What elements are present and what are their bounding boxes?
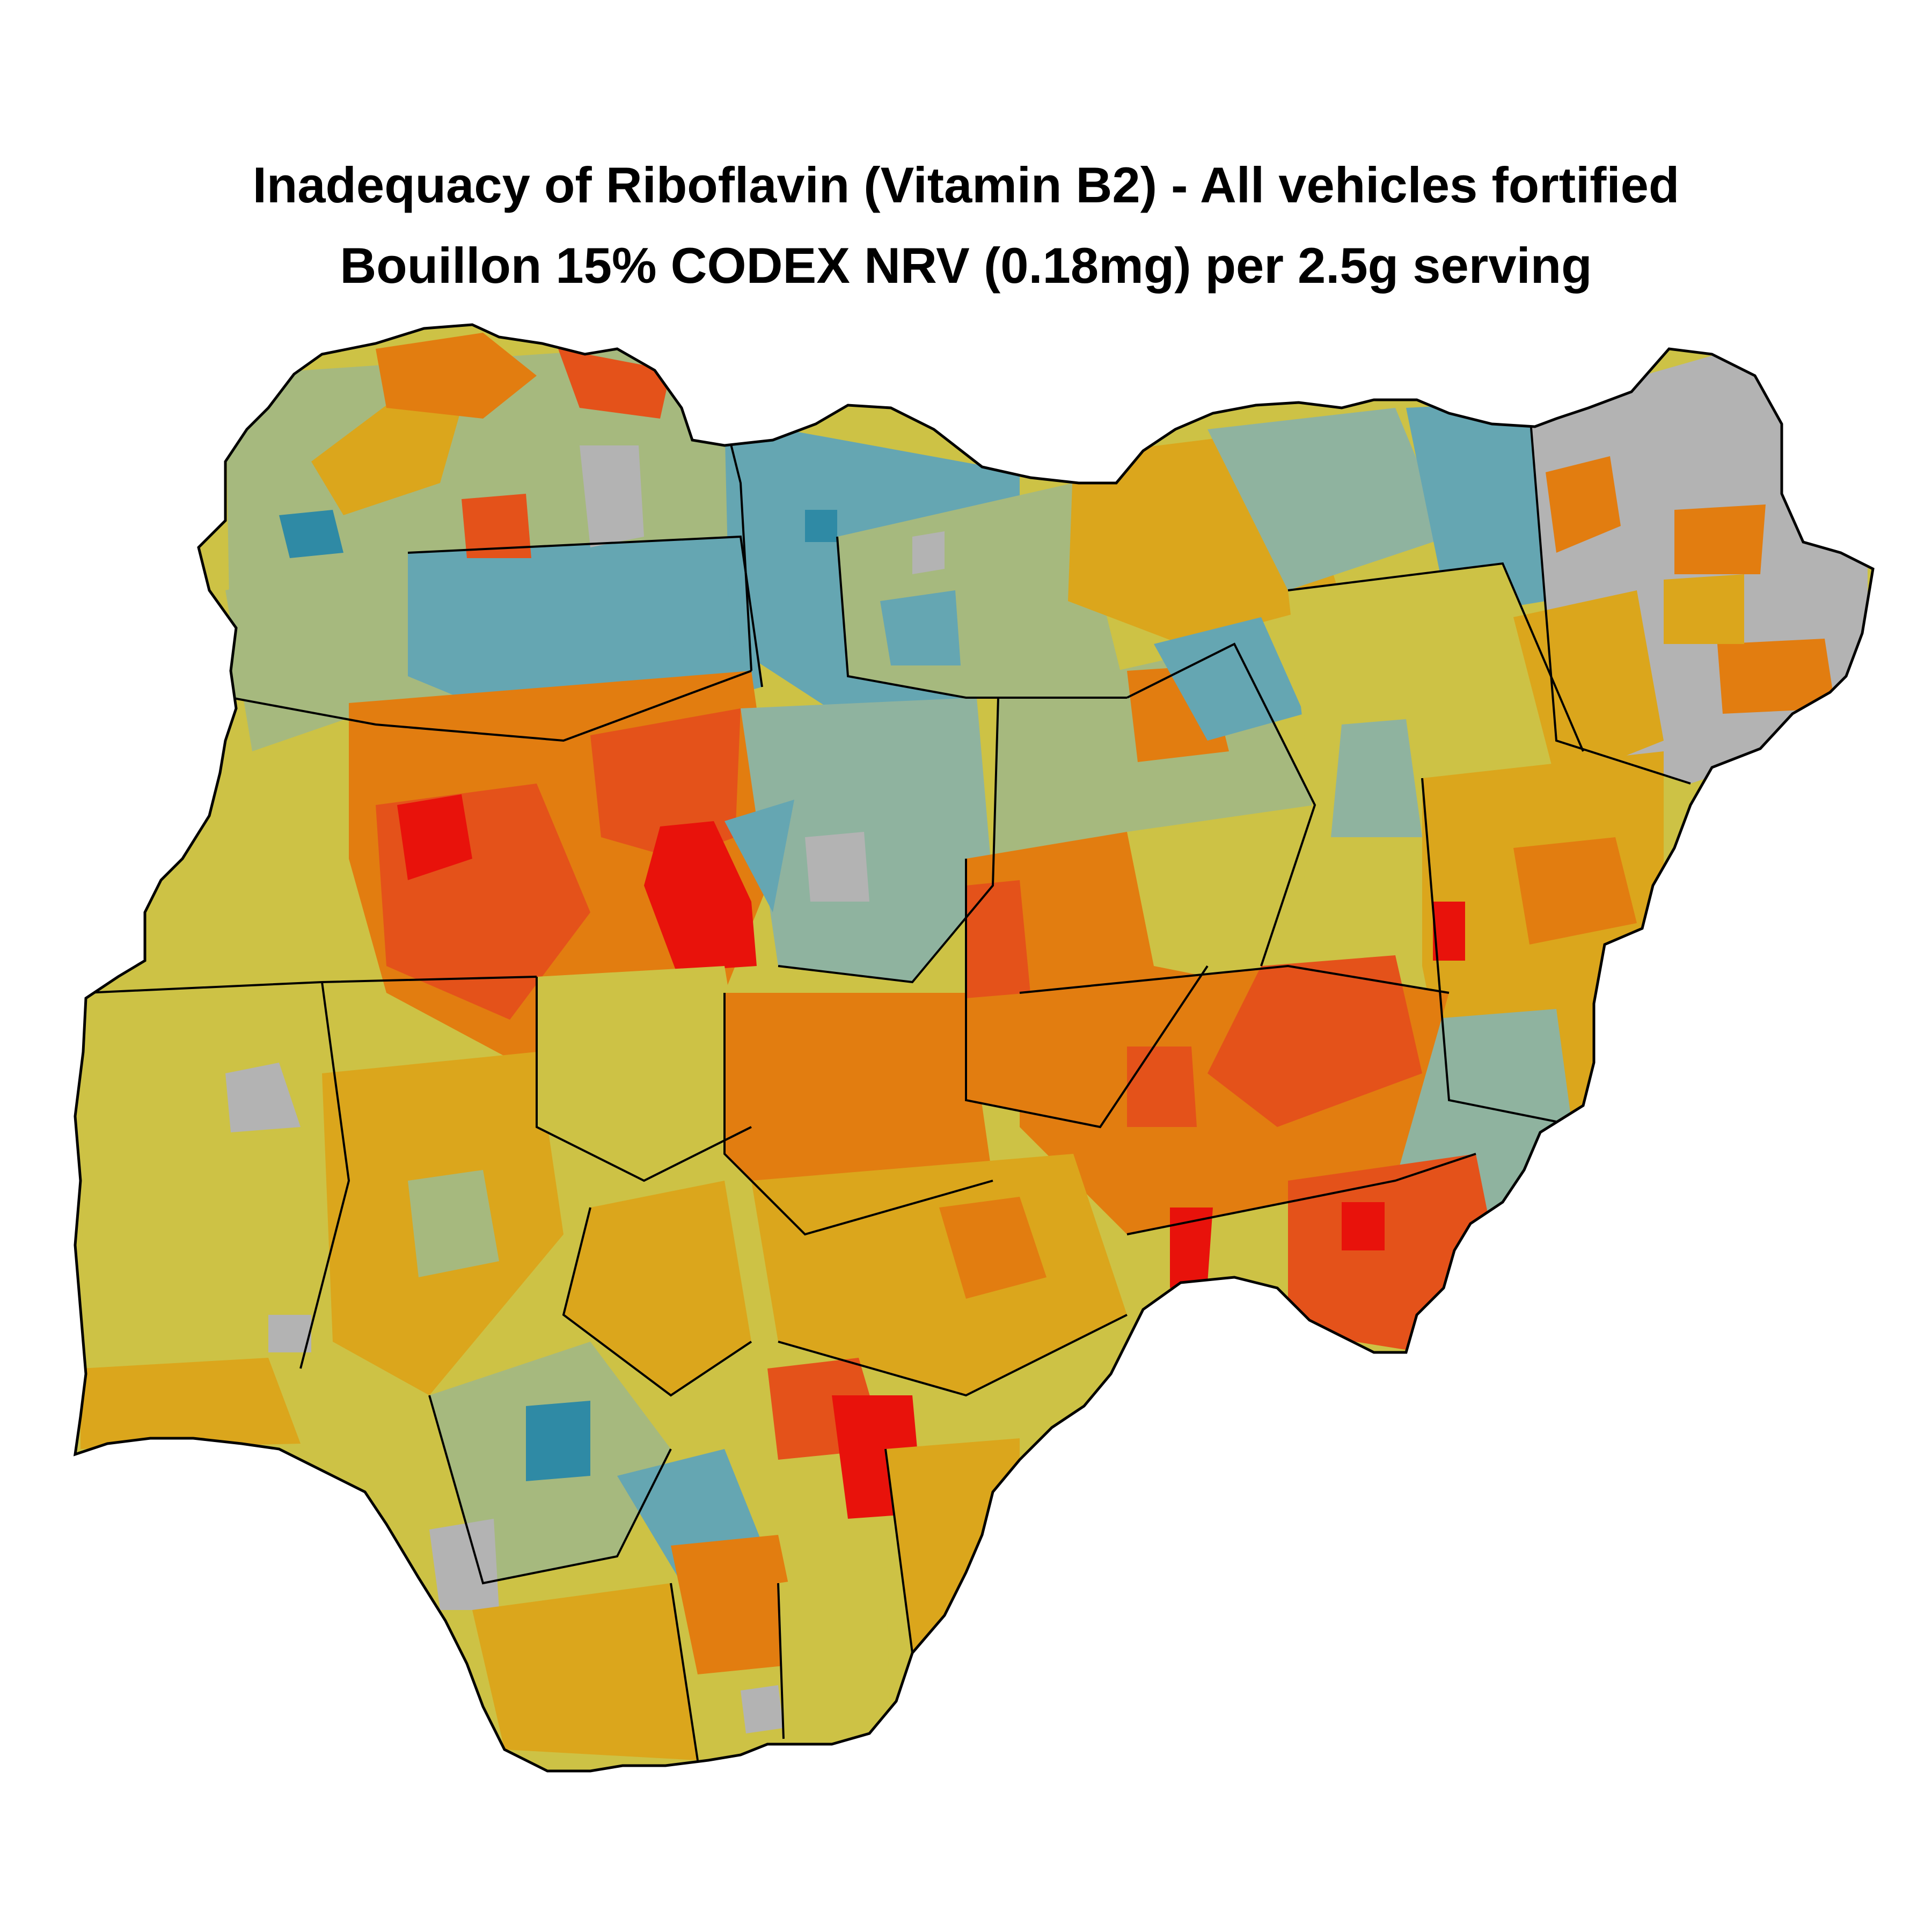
region-nw-blue [279,510,343,558]
region-adamawa-red [1433,902,1465,961]
region-katsina-dark [805,510,837,542]
region-kaduna-west [590,708,741,859]
region-nodata-kano [912,531,945,574]
region-nodata-sw-2 [268,1315,311,1352]
map-title-block: Inadequacy of Riboflavin (Vitamin B2) - … [0,145,1932,306]
boundary-17 [778,1314,1128,1397]
region-taraba-red-2 [1170,1208,1213,1288]
region-kaduna [741,698,993,982]
map-title: Inadequacy of Riboflavin (Vitamin B2) - … [252,157,1680,213]
region-kwara [537,966,751,1181]
region-niger-red [397,794,472,880]
region-kebbi [225,547,408,751]
boundary-2 [407,535,763,687]
boundary-22 [85,976,537,994]
region-nw-red [462,494,531,558]
region-nw-edge [311,397,462,515]
boundary-12 [1126,1153,1476,1235]
region-ondo [564,1181,751,1395]
region-nodata-sw-1 [225,1063,301,1132]
region-adamawa-orange [1513,837,1637,945]
state-boundaries [85,407,1691,1761]
region-nodata-coast [741,1685,784,1733]
boundary-20 [777,1583,785,1739]
boundary-9 [1421,778,1584,1128]
region-taraba [1208,955,1422,1127]
region-nw-topright [558,349,671,419]
boundary-15 [723,993,993,1236]
region-osun-green [408,1170,499,1277]
boundary-6 [1126,642,1316,967]
boundary-16 [562,1207,752,1397]
region-taraba-south [1288,1154,1503,1352]
region-jigawa-north [1208,408,1449,590]
region-edo-blue [526,1401,590,1481]
boundary-1 [230,670,752,742]
region-borno-orange-1 [1546,456,1621,553]
region-taraba-red-3 [1342,1202,1385,1250]
region-lagos-ogun [80,1358,301,1449]
region-nodata-2 [805,832,869,902]
boundary-7 [1287,562,1584,752]
region-kano-blue [880,590,961,665]
region-kaduna-red [644,821,757,971]
region-borno-yellow [1664,574,1744,644]
region-delta-south [472,1583,698,1760]
region-borno-orange-2 [1674,504,1766,574]
region-taraba-red [1127,1046,1197,1127]
boundary-4 [836,536,1127,699]
boundary-18 [428,1395,672,1585]
region-akwa-ibom [778,1567,891,1739]
region-rivers [671,1535,805,1674]
boundary-13 [299,982,350,1369]
boundary-10 [965,859,1209,1129]
boundary-21 [884,1448,913,1653]
region-nodata-delta [429,1519,499,1610]
region-nodata-1 [580,445,644,547]
boundary-19 [670,1583,699,1761]
region-gombe [1331,719,1422,837]
boundary-8 [1528,407,1691,785]
region-nw-top [376,333,537,419]
boundary-5 [778,697,999,984]
region-benue [751,1154,1127,1395]
region-borno-orange-3 [1717,639,1835,714]
region-plateau-red [966,880,1030,998]
region-kaduna-blue [724,800,794,912]
region-borno-south [1513,590,1664,784]
map-subtitle: Bouillon 15% CODEX NRV (0.18mg) per 2.5g… [340,237,1592,294]
boundary-14 [536,977,752,1182]
region-benue-orange [939,1197,1046,1299]
boundary-11 [1019,964,1450,994]
